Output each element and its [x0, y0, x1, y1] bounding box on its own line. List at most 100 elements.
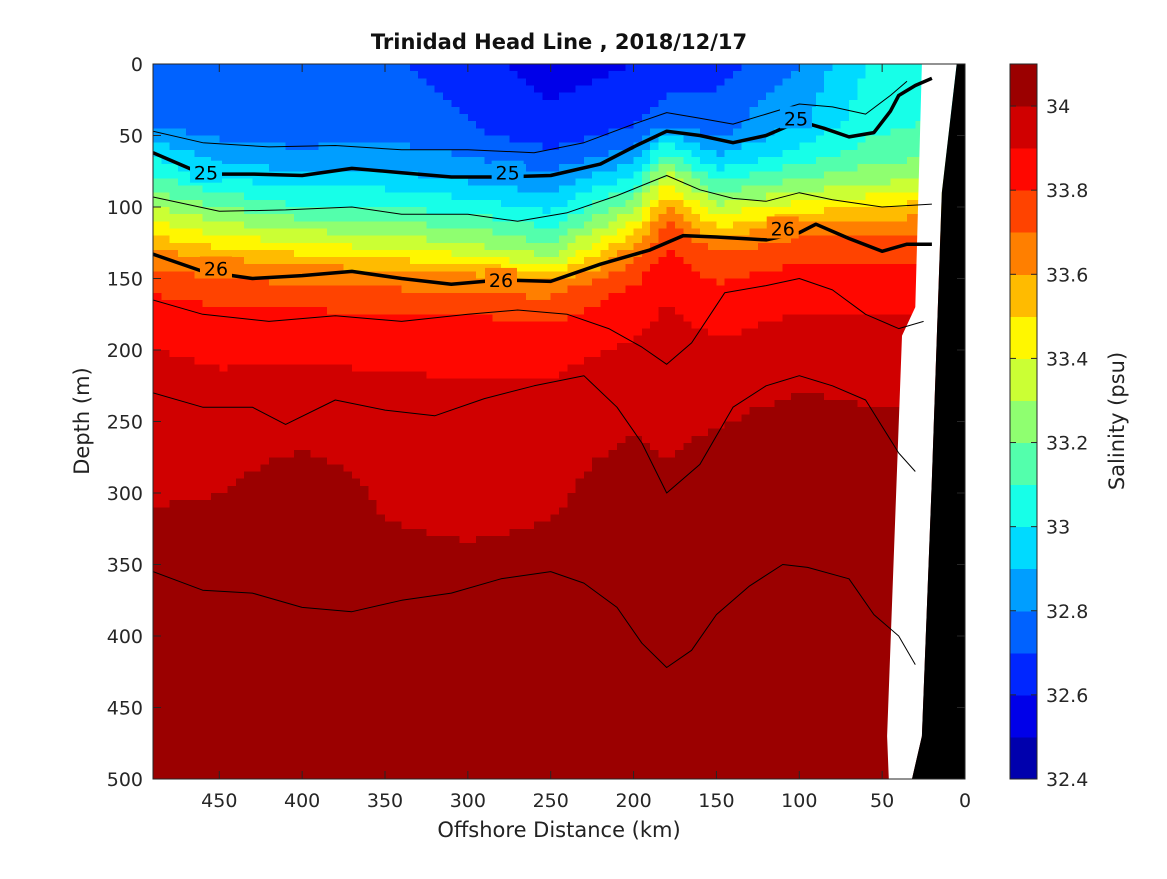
salinity-cell [525, 342, 535, 351]
salinity-cell [443, 307, 452, 315]
salinity-cell [318, 686, 328, 694]
salinity-cell [525, 221, 535, 230]
salinity-cell [409, 535, 419, 544]
salinity-cell [517, 414, 527, 423]
salinity-cell [302, 378, 312, 387]
salinity-cell [393, 414, 403, 423]
salinity-cell [219, 314, 229, 322]
salinity-cell [451, 564, 461, 573]
salinity-cell [260, 750, 270, 759]
salinity-cell [318, 106, 328, 115]
salinity-cell [534, 578, 544, 587]
salinity-cell [235, 78, 245, 87]
salinity-cell [177, 135, 187, 144]
salinity-cell [244, 671, 254, 680]
salinity-cell [169, 199, 179, 208]
salinity-cell [153, 235, 162, 244]
salinity-cell [418, 478, 428, 487]
salinity-cell [177, 228, 187, 237]
salinity-cell [235, 371, 245, 380]
salinity-cell [211, 85, 220, 94]
salinity-cell [509, 414, 519, 423]
salinity-cell [177, 192, 187, 201]
salinity-cell [459, 64, 469, 72]
salinity-cell [409, 585, 419, 594]
salinity-cell [310, 721, 320, 730]
salinity-cell [525, 335, 535, 344]
salinity-cell [327, 228, 336, 237]
salinity-cell [177, 728, 187, 737]
salinity-cell [227, 292, 237, 301]
salinity-cell [509, 106, 519, 115]
salinity-cell [227, 428, 237, 437]
salinity-cell [443, 571, 452, 580]
salinity-cell [451, 207, 461, 215]
salinity-cell [451, 135, 461, 144]
salinity-cell [517, 614, 527, 623]
salinity-cell [443, 485, 452, 494]
salinity-cell [360, 757, 370, 766]
salinity-cell [542, 650, 552, 659]
salinity-cell [252, 650, 262, 659]
salinity-cell [285, 135, 295, 144]
salinity-cell [393, 636, 403, 644]
salinity-cell [227, 535, 237, 544]
salinity-cell [277, 500, 287, 508]
salinity-cell [418, 135, 428, 144]
salinity-cell [492, 192, 502, 201]
salinity-cell [327, 707, 336, 716]
salinity-cell [327, 750, 336, 759]
salinity-cell [451, 357, 461, 365]
salinity-cell [235, 342, 245, 351]
salinity-cell [559, 264, 568, 272]
salinity-cell [393, 428, 403, 437]
salinity-cell [202, 700, 212, 709]
salinity-cell [335, 514, 345, 523]
salinity-cell [277, 178, 287, 187]
salinity-cell [409, 628, 419, 637]
salinity-cell [393, 128, 403, 137]
salinity-cell [368, 457, 378, 465]
salinity-cell [467, 678, 477, 687]
salinity-cell [285, 192, 295, 201]
salinity-cell [318, 371, 328, 380]
salinity-cell [459, 557, 469, 566]
salinity-cell [244, 678, 254, 687]
salinity-cell [293, 335, 303, 344]
salinity-cell [169, 693, 179, 701]
salinity-cell [525, 414, 535, 423]
salinity-cell [434, 485, 444, 494]
salinity-cell [467, 385, 477, 394]
salinity-cell [443, 664, 452, 673]
salinity-cell [227, 385, 237, 394]
salinity-cell [235, 428, 245, 437]
salinity-cell [244, 764, 254, 773]
salinity-cell [376, 564, 386, 573]
salinity-cell [385, 199, 394, 208]
salinity-cell [376, 528, 386, 537]
salinity-cell [525, 121, 535, 129]
salinity-cell [492, 686, 502, 694]
salinity-cell [550, 242, 560, 251]
salinity-cell [467, 721, 477, 730]
salinity-cell [227, 156, 237, 165]
salinity-cell [235, 321, 245, 330]
salinity-cell [318, 757, 328, 766]
salinity-cell [484, 464, 494, 473]
salinity-cell [153, 171, 162, 179]
salinity-cell [169, 728, 179, 737]
salinity-cell [434, 214, 444, 222]
salinity-cell [277, 750, 287, 759]
salinity-cell [327, 764, 336, 773]
salinity-cell [186, 707, 196, 716]
salinity-cell [343, 736, 353, 744]
salinity-cell [260, 478, 270, 487]
salinity-cell [550, 614, 560, 623]
salinity-cell [244, 350, 254, 358]
salinity-cell [451, 285, 461, 294]
salinity-cell [443, 543, 452, 551]
salinity-cell [418, 764, 428, 773]
salinity-cell [252, 135, 262, 144]
salinity-cell [484, 78, 494, 87]
salinity-cell [476, 307, 486, 315]
